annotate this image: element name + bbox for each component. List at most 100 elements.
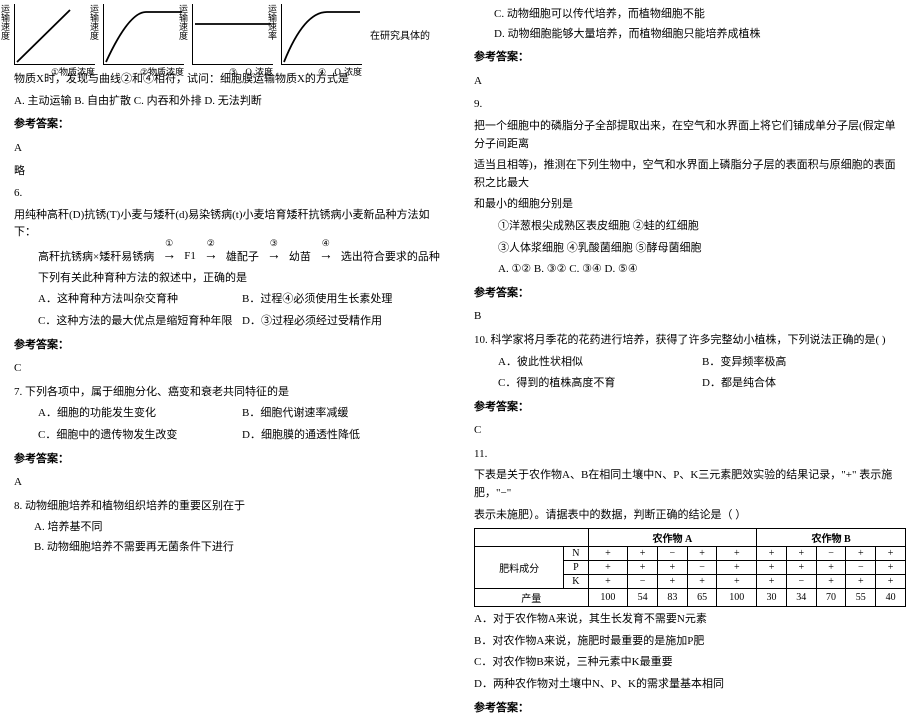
q10-optC: C．得到的植株高度不育 xyxy=(498,375,702,393)
q10-row2: C．得到的植株高度不育 D．都是纯合体 xyxy=(498,375,906,393)
q5-note: 略 xyxy=(14,163,446,181)
page: 运输速度 物质浓度 ① 运输速度 物质浓度 ② 运输速度 O₂浓度 ③ 运输速率… xyxy=(0,0,920,651)
q6-optA: A．这种育种方法叫杂交育种 xyxy=(38,291,242,309)
q11-stem1: 下表是关于农作物A、B在相同土壤中N、P、K三元素肥效实验的结果记录，"+" 表… xyxy=(474,467,906,502)
axis-x-label: O₂浓度 xyxy=(334,65,362,78)
graph-number: ③ xyxy=(229,67,237,78)
axis-y-label: 运输速度 xyxy=(88,4,101,40)
row-label: 肥料成分 xyxy=(475,547,564,589)
q7-answer: A xyxy=(14,474,446,492)
q9-stem1: 把一个细胞中的磷脂分子全部提取出来，在空气和水界面上将它们铺成单分子层(假定单分… xyxy=(474,118,906,153)
yield-label: 产量 xyxy=(475,589,589,607)
graph-2: 运输速度 物质浓度 ② xyxy=(103,4,184,65)
cell: P xyxy=(564,561,588,575)
q10-optD: D．都是纯合体 xyxy=(702,375,906,393)
table-row: 农作物 A 农作物 B xyxy=(475,529,906,547)
graph-number: ② xyxy=(140,67,148,78)
q10-answer: C xyxy=(474,422,906,440)
answer-heading: 参考答案： xyxy=(474,399,906,417)
q6-line: 下列有关此种育种方法的叙述中，正确的是 xyxy=(38,270,446,288)
table-header: 农作物 A xyxy=(588,529,757,547)
flow-d: 幼苗 xyxy=(289,248,311,264)
arrow-icon: ③ xyxy=(265,248,283,264)
q7-stem: 7. 下列各项中，属于细胞分化、癌变和衰老共同特征的是 xyxy=(14,384,446,402)
q5-answer: A xyxy=(14,140,446,158)
answer-heading: 参考答案： xyxy=(474,49,906,67)
q11-stem2: 表示未施肥）。请据表中的数据，判断正确的结论是（ ） xyxy=(474,507,906,525)
q11-optD: D．两种农作物对土壤中N、P、K的需求量基本相同 xyxy=(474,676,906,694)
q9-num: 9. xyxy=(474,96,906,114)
q6-optC: C．这种方法的最大优点是缩短育种年限 xyxy=(38,313,242,331)
q6-row1: A．这种育种方法叫杂交育种 B．过程④必须使用生长素处理 xyxy=(38,291,446,309)
q6-optD: D．③过程必须经过受精作用 xyxy=(242,313,446,331)
q9-stem2: 适当且相等)，推测在下列生物中，空气和水界面上磷脂分子层的表面积与原细胞的表面积… xyxy=(474,157,906,192)
answer-heading: 参考答案： xyxy=(14,337,446,355)
graph-tail-text: 在研究具体的 xyxy=(370,27,430,42)
graph-row: 运输速度 物质浓度 ① 运输速度 物质浓度 ② 运输速度 O₂浓度 ③ 运输速率… xyxy=(14,4,446,65)
q5-options: A. 主动运输 B. 自由扩散 C. 内吞和外排 D. 无法判断 xyxy=(14,93,446,111)
flow-b: F1 xyxy=(184,250,196,262)
q9-opts1: ①洋葱根尖成熟区表皮细胞 ②蛙的红细胞 xyxy=(498,218,906,236)
q10-optA: A．彼此性状相似 xyxy=(498,354,702,372)
q11-table: 农作物 A 农作物 B 肥料成分 N ++−++ ++−++ P +++−+ +… xyxy=(474,528,906,607)
cell: K xyxy=(564,575,588,589)
answer-heading: 参考答案： xyxy=(14,451,446,469)
q6-answer: C xyxy=(14,360,446,378)
flow-e: 选出符合要求的品种 xyxy=(341,248,440,264)
arrow-icon: ② xyxy=(202,248,220,264)
answer-heading: 参考答案： xyxy=(474,285,906,303)
q6-optB: B．过程④必须使用生长素处理 xyxy=(242,291,446,309)
q10-stem: 10. 科学家将月季花的花药进行培养，获得了许多完整幼小植株，下列说法正确的是(… xyxy=(474,332,906,350)
q9-stem3: 和最小的细胞分别是 xyxy=(474,196,906,214)
q10-row1: A．彼此性状相似 B．变异频率极高 xyxy=(498,354,906,372)
q6-row2: C．这种方法的最大优点是缩短育种年限 D．③过程必须经过受精作用 xyxy=(38,313,446,331)
axis-y-label: 运输速度 xyxy=(177,4,190,40)
q11-optA: A．对于农作物A来说，其生长发育不需要N元素 xyxy=(474,611,906,629)
q9-opts2: ③人体浆细胞 ④乳酸菌细胞 ⑤酵母菌细胞 xyxy=(498,240,906,258)
q8-optB: B. 动物细胞培养不需要再无菌条件下进行 xyxy=(34,539,446,557)
graph-1: 运输速度 物质浓度 ① xyxy=(14,4,95,65)
q7-optD: D．细胞膜的通透性降低 xyxy=(242,427,446,445)
q11-optC: C．对农作物B来说，三种元素中K最重要 xyxy=(474,654,906,672)
left-column: 运输速度 物质浓度 ① 运输速度 物质浓度 ② 运输速度 O₂浓度 ③ 运输速率… xyxy=(0,0,460,651)
table-header: 农作物 B xyxy=(757,529,906,547)
axis-x-label: 物质浓度 xyxy=(59,65,95,78)
graph-3: 运输速度 O₂浓度 ③ xyxy=(192,4,273,65)
answer-heading: 参考答案： xyxy=(474,700,906,717)
q8-optC: C. 动物细胞可以传代培养，而植物细胞不能 xyxy=(494,6,906,24)
q7-optB: B．细胞代谢速率减缓 xyxy=(242,405,446,423)
arrow-icon: ④ xyxy=(317,248,335,264)
q6-stem: 用纯种高秆(D)抗锈(T)小麦与矮秆(d)易染锈病(t)小麦培育矮秆抗锈病小麦新… xyxy=(14,207,446,242)
q8-optA: A. 培养基不同 xyxy=(34,519,446,537)
graph-number: ④ xyxy=(318,67,326,78)
q9-opts3: A. ①② B. ③② C. ③④ D. ⑤④ xyxy=(498,261,906,279)
table-header xyxy=(475,529,589,547)
q11-optB: B．对农作物A来说，施肥时最重要的是施加P肥 xyxy=(474,633,906,651)
q11-num: 11. xyxy=(474,446,906,464)
graph-number: ① xyxy=(51,67,59,78)
q9-answer: B xyxy=(474,308,906,326)
axis-x-label: 物质浓度 xyxy=(148,65,184,78)
table-row: 肥料成分 N ++−++ ++−++ xyxy=(475,547,906,561)
arrow-icon: ① xyxy=(160,248,178,264)
q8-answer: A xyxy=(474,73,906,91)
q6-flow: 高秆抗锈病×矮秆易锈病 ① F1 ② 雄配子 ③ 幼苗 ④ 选出符合要求的品种 xyxy=(38,248,446,264)
axis-y-label: 运输速度 xyxy=(0,4,12,40)
q7-optA: A．细胞的功能发生变化 xyxy=(38,405,242,423)
q6-num: 6. xyxy=(14,185,446,203)
axis-x-label: O₂浓度 xyxy=(245,65,273,78)
graph-4: 运输速率 O₂浓度 ④ xyxy=(281,4,362,65)
q10-optB: B．变异频率极高 xyxy=(702,354,906,372)
flow-c: 雄配子 xyxy=(226,248,259,264)
q8-stem: 8. 动物细胞培养和植物组织培养的重要区别在于 xyxy=(14,498,446,516)
q8-optD: D. 动物细胞能够大量培养，而植物细胞只能培养成植株 xyxy=(494,26,906,44)
q7-optC: C．细胞中的遗传物发生改变 xyxy=(38,427,242,445)
answer-heading: 参考答案： xyxy=(14,116,446,134)
table-row: 产量 100548365100 3034705540 xyxy=(475,589,906,607)
q7-row1: A．细胞的功能发生变化 B．细胞代谢速率减缓 xyxy=(38,405,446,423)
q7-row2: C．细胞中的遗传物发生改变 D．细胞膜的通透性降低 xyxy=(38,427,446,445)
right-column: C. 动物细胞可以传代培养，而植物细胞不能 D. 动物细胞能够大量培养，而植物细… xyxy=(460,0,920,651)
flow-a: 高秆抗锈病×矮秆易锈病 xyxy=(38,248,154,264)
cell: N xyxy=(564,547,588,561)
axis-y-label: 运输速率 xyxy=(266,4,279,40)
